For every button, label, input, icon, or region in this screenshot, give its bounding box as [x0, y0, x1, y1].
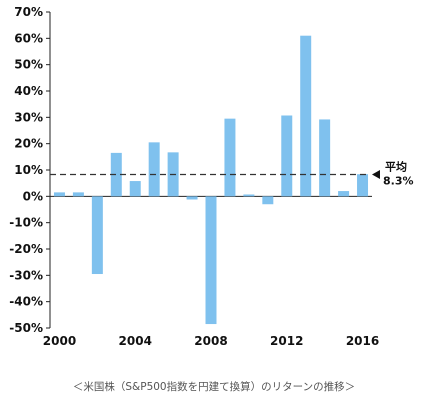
y-tick-label: -40% — [9, 295, 43, 309]
bar-2004 — [129, 181, 141, 197]
x-tick-labels: 2000 2004 2008 2012 2016 — [43, 334, 379, 348]
bar-2014 — [319, 119, 331, 197]
y-tick-label: 40% — [14, 84, 43, 98]
average-line-group: 平均8.3% — [50, 159, 414, 187]
bars — [53, 35, 369, 325]
y-tick-label: -50% — [9, 321, 43, 335]
average-label-title: 平均 — [385, 159, 407, 173]
y-tick-label: 30% — [14, 110, 43, 124]
bar-2007 — [186, 196, 198, 200]
bar-2012 — [281, 115, 293, 197]
bar-2000 — [53, 192, 65, 197]
bar-2005 — [148, 142, 160, 197]
y-tick-label: 20% — [14, 137, 43, 151]
bar-2009 — [224, 118, 236, 197]
bar-2016 — [357, 174, 369, 197]
average-marker-icon — [372, 169, 380, 179]
bar-2008 — [205, 196, 217, 325]
x-tick-label: 2008 — [194, 334, 227, 348]
bar-2013 — [300, 35, 312, 197]
y-tick-label: 10% — [14, 163, 43, 177]
y-tick-label: 70% — [14, 5, 43, 19]
y-tick-label: -20% — [9, 242, 43, 256]
x-tick-label: 2004 — [119, 334, 152, 348]
bar-2001 — [72, 192, 84, 197]
y-tick-label: -10% — [9, 216, 43, 230]
bar-2015 — [338, 191, 350, 197]
x-tick-label: 2016 — [346, 334, 379, 348]
x-tick-label: 2000 — [43, 334, 76, 348]
y-tick-label: 60% — [14, 31, 43, 45]
y-tick-label: 0% — [23, 189, 43, 203]
bar-2002 — [91, 196, 103, 275]
y-tick-labels: 70% 60% 50% 40% 30% 20% 10% 0% -10% -20% -30% -40% -… — [9, 5, 50, 335]
average-label-value: 8.3% — [383, 174, 414, 187]
y-tick-label: -30% — [9, 268, 43, 282]
bar-2010 — [243, 194, 255, 197]
chart-caption: ＜米国株（S&P500指数を円建て換算）のリターンの推移＞ — [72, 381, 356, 393]
x-tick-label: 2012 — [270, 334, 303, 348]
bar-2003 — [110, 152, 122, 197]
y-tick-label: 50% — [14, 58, 43, 72]
bar-2011 — [262, 196, 274, 205]
